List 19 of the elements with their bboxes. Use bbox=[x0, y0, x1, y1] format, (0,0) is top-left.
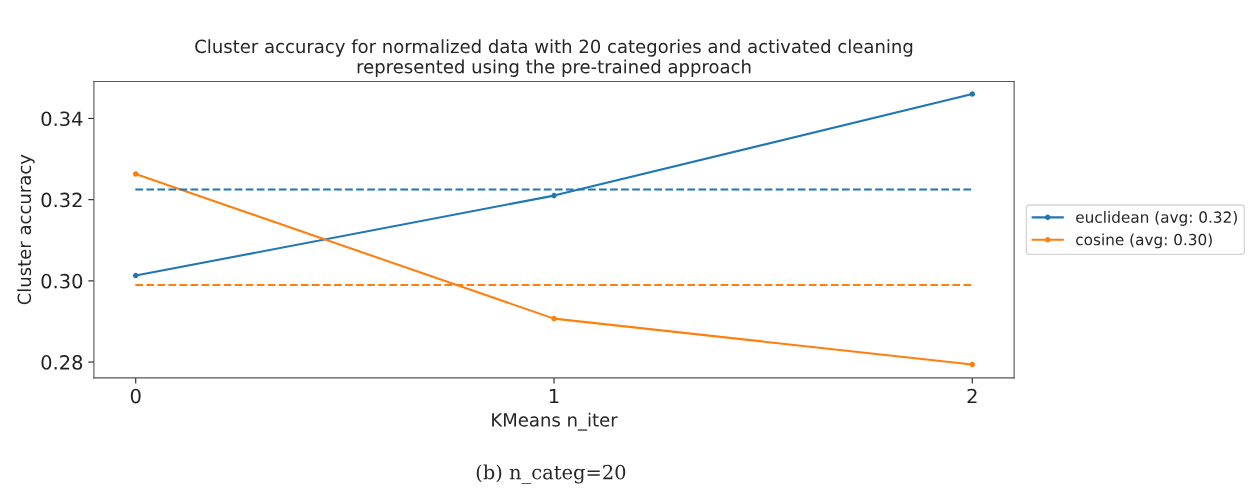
point bbox=[969, 91, 976, 97]
point bbox=[132, 272, 139, 279]
x-tick-label: 1 bbox=[549, 388, 559, 404]
point bbox=[132, 171, 139, 177]
y-tick-label: 0.32 bbox=[41, 192, 82, 208]
chart-title: Cluster accuracy for normalized data with 20 categories and activated cleaning represented using the pre-trained approach bbox=[195, 39, 913, 77]
y-tick-label: 0.28 bbox=[41, 355, 83, 370]
legend-label: cosine (avg: 0.30) bbox=[1076, 233, 1212, 249]
legend-label: euclidean (avg: 0.32) bbox=[1076, 211, 1237, 226]
x-tick-label: 0 bbox=[130, 388, 141, 404]
text: (b) n_categ=20 bbox=[476, 464, 626, 484]
point bbox=[969, 361, 976, 368]
point bbox=[551, 315, 557, 322]
x-tick-label: 2 bbox=[967, 388, 977, 404]
y-tick-label: 0.34 bbox=[41, 111, 83, 127]
point bbox=[551, 192, 557, 199]
y-tick-label: 0.30 bbox=[41, 273, 83, 289]
x-axis-title: KMeans n_iter bbox=[492, 412, 618, 431]
y-axis-title: Cluster accuracy bbox=[17, 154, 35, 305]
